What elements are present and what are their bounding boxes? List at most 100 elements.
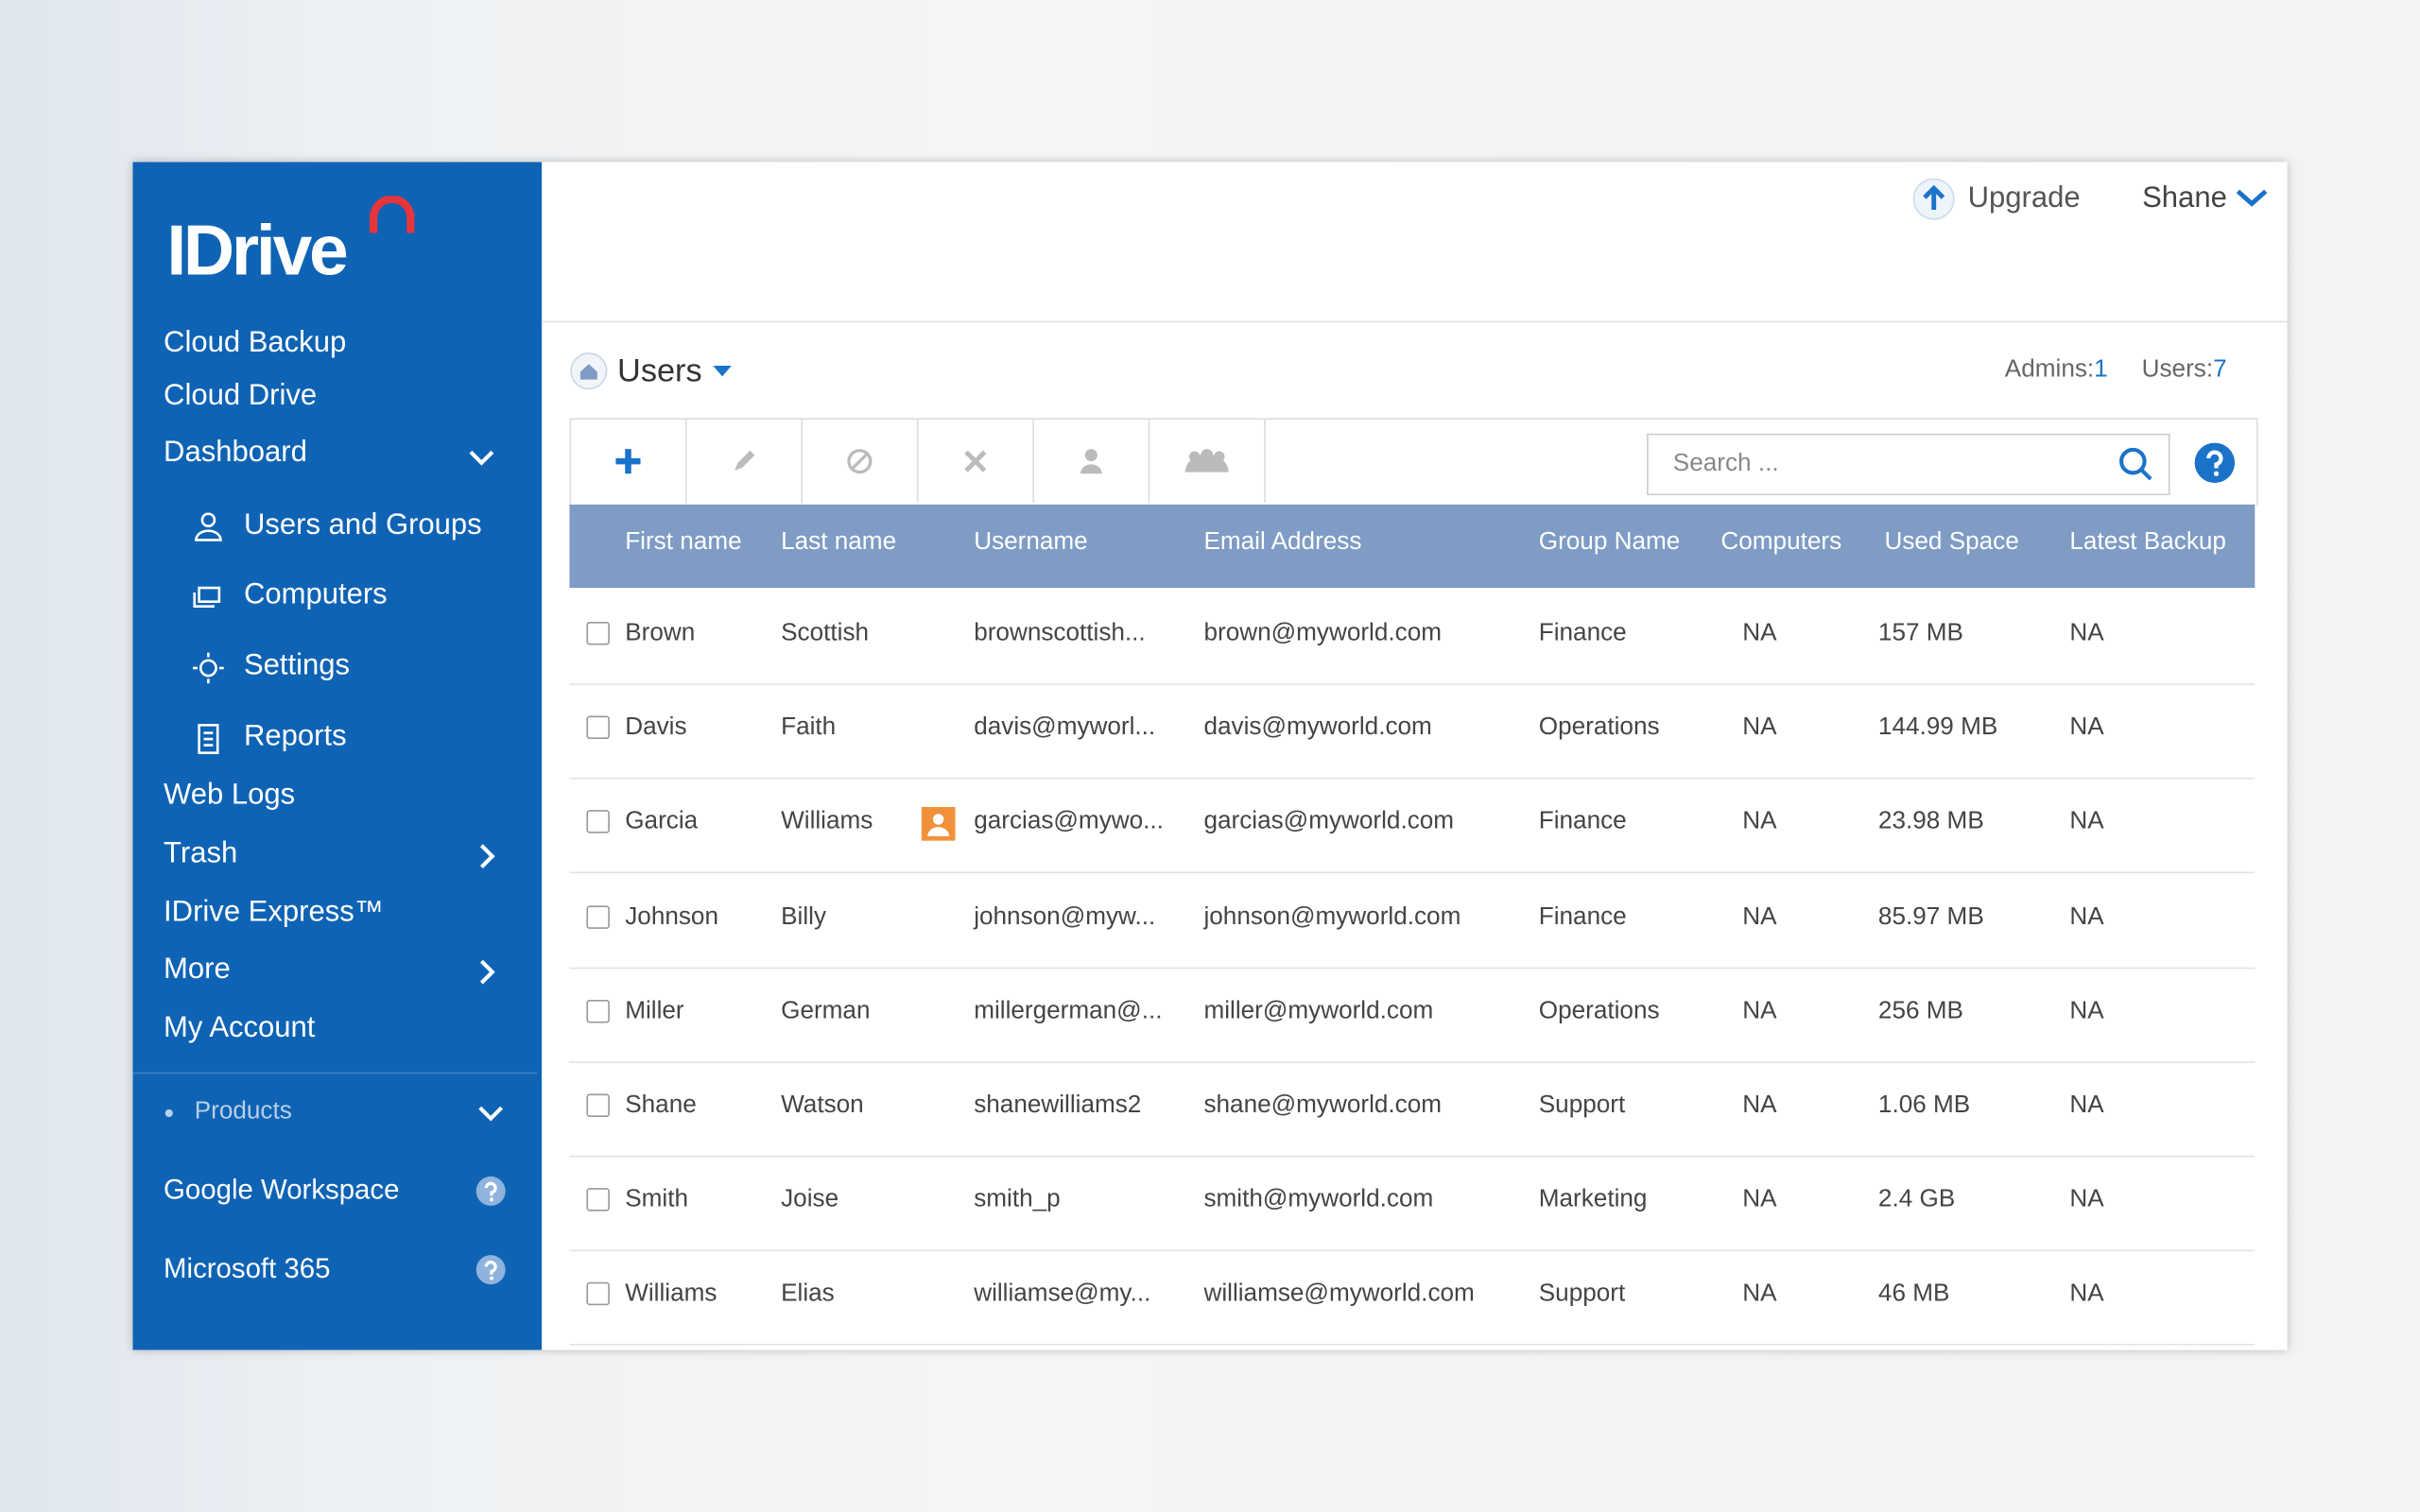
table-header <box>569 504 2256 589</box>
column-header[interactable]: Last name <box>781 528 897 556</box>
users-count: 7 <box>2213 356 2227 383</box>
table-cell: smith_p <box>974 1186 1061 1213</box>
logo: IDrive <box>166 210 348 290</box>
product-help-icon[interactable] <box>475 1176 507 1207</box>
table-cell: NA <box>1742 714 1777 741</box>
title-caret[interactable] <box>713 365 732 378</box>
table-cell: williamse@my... <box>974 1280 1151 1308</box>
table-cell: NA <box>2069 620 2104 647</box>
nav-item[interactable]: My Account <box>164 1012 316 1045</box>
table-cell: NA <box>2069 1280 2104 1308</box>
help-glyph <box>484 1261 497 1275</box>
row-checkbox[interactable] <box>586 1093 610 1118</box>
table-cell: 256 MB <box>1877 997 1963 1024</box>
help-icon[interactable] <box>2193 441 2237 485</box>
table-cell: johnson@myw... <box>974 903 1156 930</box>
user-icon <box>1080 449 1102 474</box>
product-item[interactable]: Google Workspace <box>164 1174 400 1206</box>
product-item[interactable]: Microsoft 365 <box>164 1252 331 1284</box>
badge-head <box>932 814 944 826</box>
column-header[interactable]: Group Name <box>1538 528 1681 556</box>
search-box[interactable]: Search ... <box>1647 433 2170 496</box>
column-header[interactable]: Used Space <box>1884 528 2019 556</box>
table-cell: 157 MB <box>1877 620 1963 647</box>
nav-item[interactable]: Trash <box>164 837 238 870</box>
table-cell: NA <box>1742 1091 1777 1119</box>
chevron-down <box>478 1106 504 1122</box>
page-title: Users <box>617 352 702 389</box>
table-cell: miller@myworld.com <box>1203 997 1434 1024</box>
table-cell: Operations <box>1538 997 1660 1024</box>
table-cell: 85.97 MB <box>1877 903 1984 930</box>
nav-item[interactable]: Web Logs <box>164 779 296 812</box>
chevron-path <box>479 959 495 985</box>
nav-subitem[interactable]: Settings <box>243 649 351 682</box>
column-header[interactable]: Username <box>974 528 1088 556</box>
table-cell: williamse@myworld.com <box>1203 1280 1475 1308</box>
products-label[interactable]: Products <box>194 1098 292 1125</box>
row-checkbox[interactable] <box>586 904 610 929</box>
column-header[interactable]: Computers <box>1720 528 1842 556</box>
chevron-path <box>469 450 494 466</box>
nav-item[interactable]: Dashboard <box>164 437 307 470</box>
delete-button[interactable] <box>918 420 1034 504</box>
user-chevron <box>2236 189 2268 207</box>
sidebar: IDrive Cloud Backup Cloud Drive Dashboard U… <box>132 162 543 1350</box>
column-header[interactable]: Email Address <box>1203 528 1362 556</box>
nav-subitem[interactable]: Reports <box>243 720 347 753</box>
table-cell: Williams <box>781 809 873 835</box>
search-icon[interactable] <box>2118 446 2154 483</box>
nav-subitem[interactable]: Computers <box>243 578 388 611</box>
table-row <box>569 778 2256 874</box>
disable-icon <box>847 449 873 474</box>
nav-icon <box>193 652 224 684</box>
user-button[interactable] <box>1034 420 1150 504</box>
badge-body <box>927 827 950 837</box>
table-row <box>569 1061 2256 1158</box>
add-icon <box>615 449 641 474</box>
nav-item[interactable]: Cloud Drive <box>164 379 318 412</box>
column-header[interactable]: First name <box>625 528 742 556</box>
nav-item[interactable]: More <box>164 953 231 987</box>
nav-subitem[interactable]: Users and Groups <box>243 508 482 542</box>
help-dot <box>490 1197 493 1202</box>
table-cell: Williams <box>625 1280 717 1308</box>
row-checkbox[interactable] <box>586 1282 610 1306</box>
nav-item[interactable]: Cloud Backup <box>164 327 347 360</box>
table-cell: NA <box>2069 809 2104 835</box>
table-cell: Finance <box>1538 620 1627 647</box>
upgrade-link[interactable]: Upgrade <box>1967 181 2081 215</box>
table-cell: Smith <box>625 1186 689 1213</box>
home-icon[interactable] <box>569 352 608 390</box>
table-cell: NA <box>2069 997 2104 1024</box>
add-button[interactable] <box>571 420 687 504</box>
delete-icon <box>964 450 987 472</box>
admin-badge <box>921 807 956 842</box>
column-header[interactable]: Latest Backup <box>2069 528 2226 556</box>
row-checkbox[interactable] <box>586 1188 610 1211</box>
group-button[interactable] <box>1150 420 1266 504</box>
table-cell: 46 MB <box>1877 1280 1950 1308</box>
product-help-icon[interactable] <box>475 1254 507 1285</box>
edit-button[interactable] <box>687 420 803 504</box>
table-row <box>569 684 2256 780</box>
table-cell: NA <box>2069 903 2104 930</box>
disable-button[interactable] <box>803 420 919 504</box>
row-checkbox[interactable] <box>586 715 610 740</box>
row-checkbox[interactable] <box>586 621 610 645</box>
user-menu[interactable]: Shane <box>2142 181 2227 215</box>
table-cell: NA <box>2069 1186 2104 1213</box>
table-cell: Joise <box>781 1186 839 1213</box>
table-cell: Operations <box>1538 714 1660 741</box>
table-cell: NA <box>1742 1186 1777 1213</box>
toolbar <box>569 418 2258 507</box>
table-cell: NA <box>1742 997 1777 1024</box>
table-cell: Watson <box>781 1091 864 1119</box>
app-window: IDrive Cloud Backup Cloud Drive Dashboard U… <box>132 162 2288 1350</box>
table-row <box>569 872 2256 969</box>
nav-item[interactable]: IDrive Express™ <box>164 896 384 929</box>
row-checkbox[interactable] <box>586 999 610 1023</box>
counts: Admins:1 Users:7 <box>2005 356 2227 384</box>
row-checkbox[interactable] <box>586 810 610 834</box>
